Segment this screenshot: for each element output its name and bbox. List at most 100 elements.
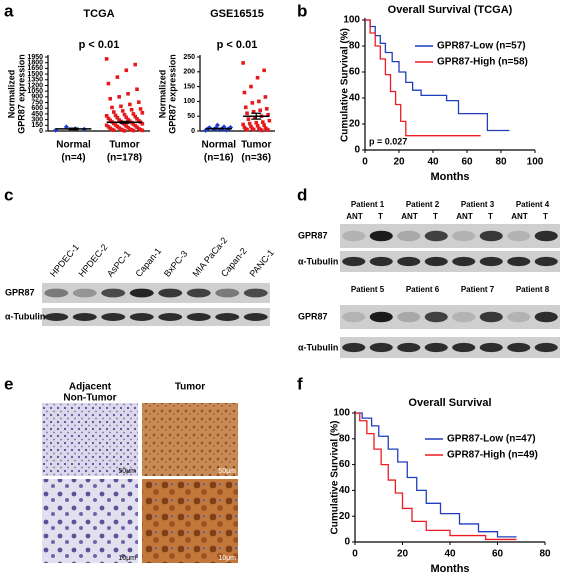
blot-band	[243, 313, 268, 321]
y-tick-label: 0	[344, 537, 350, 548]
annotation: p < 0.01	[79, 39, 120, 51]
patient-label: Patient 4	[516, 200, 550, 209]
data-point	[242, 90, 247, 95]
annotation: p < 0.01	[217, 39, 258, 51]
blot-band	[342, 342, 366, 353]
data-point	[136, 100, 141, 104]
chart-title: Overall Survival (TCGA)	[388, 4, 513, 16]
patient-label: Patient 2	[406, 200, 440, 209]
data-point	[264, 107, 269, 111]
x-tick-label: 80	[539, 549, 551, 560]
blot-band	[479, 311, 503, 323]
x-tick-label: 40	[427, 157, 439, 168]
patient-label: Patient 6	[406, 285, 440, 294]
blot-strip	[340, 337, 560, 358]
data-point	[115, 115, 120, 120]
lane-label: ANT	[401, 212, 418, 221]
x-tick-label: 20	[393, 157, 405, 168]
legend-label: GPR87-Low (n=57)	[437, 41, 526, 52]
x-tick-label: Tumor	[241, 140, 271, 151]
y-tick-label: 900	[31, 94, 43, 101]
y-tick-label: 450	[31, 111, 43, 118]
blot-band	[479, 342, 503, 353]
data-point	[251, 109, 256, 114]
panel-label: e	[4, 374, 13, 393]
x-tick-label: 60	[461, 157, 473, 168]
data-point	[249, 124, 253, 129]
data-point	[129, 107, 134, 112]
y-tick-label: 20	[339, 511, 351, 522]
data-point	[246, 117, 251, 121]
panel-label: f	[297, 374, 303, 393]
y-tick-label: 100	[183, 98, 195, 105]
y-tick-label: 80	[349, 41, 361, 52]
y-tick-label: 300	[31, 116, 43, 123]
column-header: Tumor	[175, 382, 205, 393]
blot-band	[369, 311, 393, 323]
blot-band	[534, 256, 558, 267]
legend-label: GPR87-High (n=58)	[437, 57, 528, 68]
patient-label: Patient 5	[351, 285, 385, 294]
y-tick-label: 0	[39, 128, 43, 135]
error-bar	[68, 127, 79, 131]
x-tick-label: (n=36)	[241, 153, 271, 164]
survival-curve	[365, 19, 510, 132]
lane-label: T	[378, 212, 383, 221]
x-tick-label: 0	[352, 549, 358, 560]
data-point	[122, 112, 127, 117]
data-point	[110, 105, 114, 110]
error-bar	[213, 127, 224, 130]
blot-band	[397, 342, 421, 353]
data-point	[261, 120, 265, 124]
blot-strip	[340, 251, 560, 272]
blot-band	[72, 313, 97, 321]
blot-band	[452, 311, 476, 323]
blot-band	[342, 311, 366, 323]
data-point	[122, 129, 127, 133]
data-point	[241, 61, 245, 65]
blot-band	[479, 256, 503, 267]
blot-band	[534, 311, 558, 323]
blot-band	[424, 311, 448, 323]
data-point	[253, 115, 257, 120]
y-tick-label: 750	[31, 99, 43, 106]
blot-band	[507, 342, 531, 353]
data-point	[250, 101, 255, 105]
x-tick-label: 80	[495, 157, 507, 168]
y-tick-label: 60	[349, 67, 361, 78]
survival-curve	[365, 19, 481, 137]
lane-label: T	[543, 212, 548, 221]
y-tick-label: 50	[187, 113, 195, 120]
x-tick-label: Normal	[56, 140, 91, 151]
blot-band	[424, 342, 448, 353]
data-point	[128, 102, 132, 107]
survival-curve	[355, 412, 517, 538]
blot-band	[369, 230, 393, 242]
panel-label: d	[297, 185, 307, 204]
y-tick-label: 1800	[27, 60, 43, 67]
blot-band	[397, 230, 421, 242]
data-point	[267, 118, 272, 123]
data-point	[131, 112, 136, 116]
data-point	[266, 112, 270, 117]
data-point	[124, 115, 129, 120]
blot-band	[479, 230, 503, 242]
row-label: α-Tubulin	[5, 311, 45, 321]
data-point	[258, 108, 262, 113]
data-point	[104, 57, 109, 61]
blot-strip	[42, 308, 270, 326]
data-point	[138, 107, 143, 111]
x-tick-label: 60	[492, 549, 504, 560]
blot-band	[342, 230, 366, 242]
blot-band	[342, 256, 366, 267]
data-point	[117, 95, 121, 99]
y-tick-label: 1200	[27, 82, 43, 89]
y-tick-label: 100	[343, 15, 360, 26]
blot-band	[369, 342, 393, 353]
y-axis-label: Cumulative Survival (%)	[330, 421, 341, 535]
scale-bar-label: 50μm	[118, 468, 136, 475]
blot-band	[452, 256, 476, 267]
y-tick-label: 0	[191, 128, 195, 135]
y-tick-label: 1500	[27, 71, 43, 78]
data-point	[119, 104, 123, 109]
